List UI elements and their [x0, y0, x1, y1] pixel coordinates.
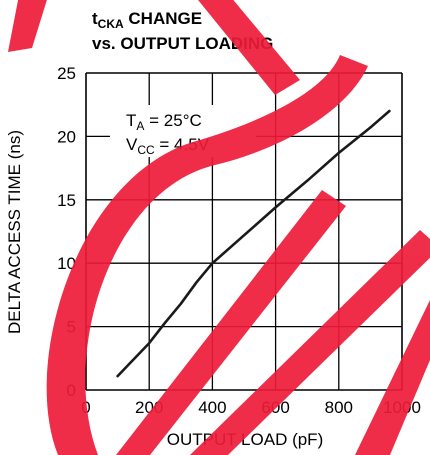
y-tick-label: 10: [57, 254, 76, 273]
y-tick-label: 20: [57, 127, 76, 146]
watermark-stripe-bottom-right: [355, 300, 430, 455]
watermark-stripe-top-left: [8, 0, 47, 52]
data-layer: [116, 109, 391, 378]
data-series-line: [116, 109, 391, 378]
chart-title-line2: vs. OUTPUT LOADING: [92, 34, 273, 53]
watermark-stripe-diagonal-right: [190, 230, 430, 455]
annotation-voltage-subscript: CC: [137, 143, 155, 157]
y-tick-label: 25: [57, 64, 76, 83]
chart-title-suffix: CHANGE: [124, 9, 202, 28]
x-tick-label: 800: [325, 398, 353, 417]
watermark-stripe-top-center: [198, 0, 300, 95]
annotation-temperature: TA = 25°C: [126, 111, 202, 133]
annotation-temperature-rest: = 25°C: [144, 111, 201, 130]
x-tick-label: 400: [198, 398, 226, 417]
watermark-layer: [8, 0, 430, 455]
chart-title-subscript: CKA: [98, 17, 124, 31]
y-tick-label: 15: [57, 191, 76, 210]
chart-title-prefix: t: [92, 9, 98, 28]
annotation-temperature-subscript: A: [136, 119, 144, 133]
annotation-voltage-base: V: [126, 135, 138, 154]
chart-title-line1: tCKA CHANGE: [92, 9, 202, 31]
y-axis-label: DELTA ACCESS TIME (ns): [5, 130, 24, 334]
watermark-stripe-diagonal-middle: [116, 190, 346, 455]
watermark-stripe-curve-large: [46, 55, 368, 455]
annotation-temperature-base: T: [126, 111, 136, 130]
